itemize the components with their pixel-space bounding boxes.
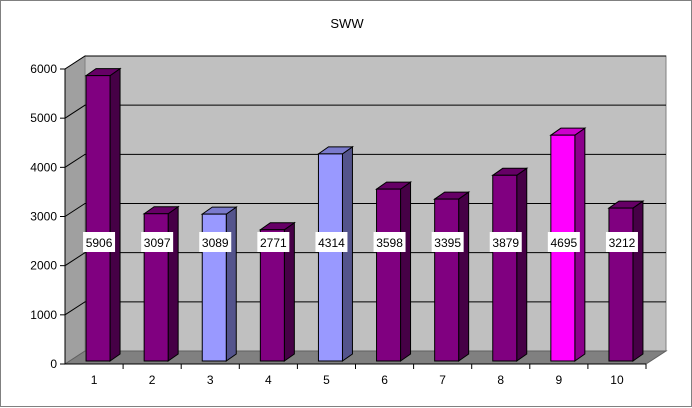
bar-front	[317, 153, 343, 362]
y-tick-label: 5000	[30, 111, 57, 125]
data-label: 3089	[202, 236, 229, 250]
bar: 5906	[83, 67, 122, 362]
data-label: 5906	[86, 236, 113, 250]
x-tick-label: 1	[91, 373, 98, 387]
data-label: 3879	[492, 236, 519, 250]
gridline	[64, 252, 666, 267]
bar: 3879	[489, 167, 529, 362]
gridline	[64, 104, 666, 119]
bar: 3097	[141, 205, 180, 362]
bar-front	[85, 75, 111, 362]
y-tick-label: 0	[50, 357, 57, 371]
bar: 4695	[547, 127, 587, 362]
x-tick-label: 9	[556, 373, 563, 387]
x-tick-label: 8	[497, 373, 504, 387]
data-label-box	[373, 232, 406, 252]
bar: 3089	[199, 206, 238, 362]
gridline	[64, 301, 666, 316]
bar-side	[458, 191, 470, 362]
gridline	[64, 55, 666, 70]
gridline	[64, 203, 666, 217]
bars: 5906 3097 3089 2771 4314 3598 3395 3879 4695 3212	[83, 67, 645, 362]
y-tick-label: 2000	[30, 259, 57, 273]
data-label-box	[257, 232, 290, 252]
bar-side	[400, 181, 412, 362]
bar-side	[632, 200, 644, 362]
bar-side	[167, 205, 179, 362]
x-tick-label: 10	[610, 373, 624, 387]
data-label: 2771	[260, 236, 287, 250]
data-label-box	[431, 232, 464, 252]
data-label-box	[605, 232, 638, 252]
axes: 0 1000 2000 3000 4000 5000 6000 1 2 3 4 5 6 7 8 9 10	[30, 62, 647, 387]
x-tick-label: 6	[381, 373, 388, 387]
bar-side	[109, 67, 121, 362]
y-tick-label: 6000	[30, 62, 57, 76]
data-label: 4695	[550, 236, 577, 250]
data-label-box	[141, 232, 174, 252]
gridline	[64, 153, 666, 168]
data-label-box	[199, 232, 232, 252]
bar: 2771	[257, 221, 296, 362]
x-tick-label: 3	[207, 373, 214, 387]
bar-front	[434, 198, 460, 362]
bar-front	[492, 174, 518, 362]
data-label-box	[547, 232, 580, 252]
data-label: 3212	[609, 236, 636, 250]
y-tick-label: 4000	[30, 160, 57, 174]
data-label: 4314	[318, 236, 345, 250]
data-label: 3097	[144, 236, 171, 250]
x-tick-label: 4	[265, 373, 272, 387]
data-label-box	[315, 232, 348, 252]
x-tick-label: 5	[323, 373, 330, 387]
bar-side	[516, 167, 528, 362]
bar: 3212	[605, 200, 645, 362]
x-tick-label: 7	[439, 373, 446, 387]
y-tick-label: 1000	[30, 308, 57, 322]
bar-front	[608, 207, 634, 362]
y-tick-label: 3000	[30, 210, 57, 224]
data-label: 3598	[376, 236, 403, 250]
data-label-box	[489, 232, 522, 252]
data-label: 3395	[434, 236, 461, 250]
bar-front	[376, 188, 402, 362]
data-label-box	[83, 232, 116, 252]
gridlines	[64, 55, 666, 316]
bar: 3395	[431, 191, 471, 362]
bar-side	[341, 145, 353, 362]
bar: 3598	[373, 181, 413, 362]
bar: 4314	[315, 145, 355, 362]
x-tick-label: 2	[149, 373, 156, 387]
bar-side	[225, 206, 237, 362]
chart-title: SWW	[330, 16, 364, 31]
